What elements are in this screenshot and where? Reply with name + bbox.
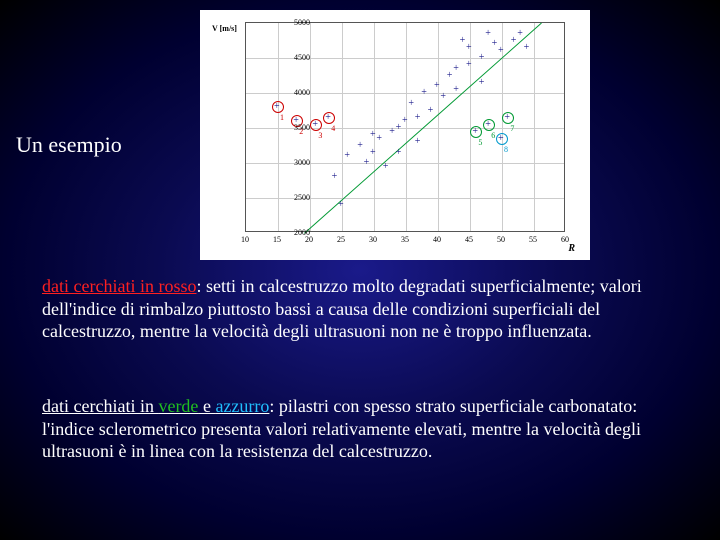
data-point: +	[370, 129, 376, 140]
slide: Un esempio V [m/s] R +++++++++++++++++++…	[0, 0, 720, 540]
para2-prefix: dati cerchiati in	[42, 396, 158, 416]
paragraph-green-cyan: dati cerchiati in verde e azzurro: pilas…	[42, 395, 682, 463]
data-point: +	[376, 133, 382, 144]
circled-point	[272, 101, 284, 113]
circled-point	[323, 112, 335, 124]
paragraph-red: dati cerchiati in rosso: setti in calces…	[42, 275, 682, 343]
x-tick: 45	[459, 235, 479, 244]
y-tick: 3500	[272, 123, 310, 132]
data-point: +	[517, 28, 523, 39]
circled-point	[483, 119, 495, 131]
data-point: +	[434, 80, 440, 91]
circle-label: 6	[491, 131, 495, 140]
y-tick: 4000	[272, 88, 310, 97]
gridline-v	[406, 23, 407, 231]
x-tick: 55	[523, 235, 543, 244]
cyan-word: azzurro	[215, 396, 269, 416]
gridline-v	[534, 23, 535, 231]
y-tick: 2500	[272, 193, 310, 202]
data-point: +	[344, 150, 350, 161]
circle-label: 4	[331, 124, 335, 133]
data-point: +	[415, 112, 421, 123]
x-tick: 25	[331, 235, 351, 244]
data-point: +	[332, 171, 338, 182]
data-point: +	[389, 126, 395, 137]
green-word: verde	[158, 396, 198, 416]
data-point: +	[428, 105, 434, 116]
circle-label: 8	[504, 145, 508, 154]
x-tick: 50	[491, 235, 511, 244]
data-point: +	[492, 38, 498, 49]
circle-label: 5	[478, 138, 482, 147]
slide-title: Un esempio	[16, 132, 122, 158]
data-point: +	[524, 42, 530, 53]
x-tick: 40	[427, 235, 447, 244]
data-point: +	[396, 122, 402, 133]
data-point: +	[479, 77, 485, 88]
data-point: +	[453, 63, 459, 74]
data-point: +	[421, 87, 427, 98]
x-axis-label: R	[568, 243, 575, 254]
data-point: +	[466, 59, 472, 70]
red-prefix: dati cerchiati in rosso	[42, 276, 196, 296]
scatter-chart: V [m/s] R ++++++++++++++++++++++++++++++…	[200, 10, 590, 260]
and-word: e	[198, 396, 215, 416]
circled-point	[496, 133, 508, 145]
x-tick: 20	[299, 235, 319, 244]
data-point: +	[338, 199, 344, 210]
data-point: +	[370, 147, 376, 158]
data-point: +	[408, 98, 414, 109]
data-point: +	[447, 70, 453, 81]
data-point: +	[440, 91, 446, 102]
data-point: +	[485, 28, 491, 39]
circled-point	[470, 126, 482, 138]
data-point: +	[511, 35, 517, 46]
circle-label: 3	[318, 131, 322, 140]
circled-point	[310, 119, 322, 131]
x-tick: 35	[395, 235, 415, 244]
x-tick: 60	[555, 235, 575, 244]
y-tick: 3000	[272, 158, 310, 167]
data-point: +	[479, 52, 485, 63]
gridline-v	[438, 23, 439, 231]
y-tick: 5000	[272, 18, 310, 27]
data-point: +	[466, 42, 472, 53]
circled-point	[502, 112, 514, 124]
data-point: +	[396, 147, 402, 158]
data-point: +	[498, 45, 504, 56]
data-point: +	[415, 136, 421, 147]
data-point: +	[357, 140, 363, 151]
circle-label: 1	[280, 113, 284, 122]
y-axis-label: V [m/s]	[212, 24, 237, 33]
x-tick: 30	[363, 235, 383, 244]
x-tick: 10	[235, 235, 255, 244]
y-tick: 4500	[272, 53, 310, 62]
circle-label: 7	[510, 124, 514, 133]
gridline-v	[374, 23, 375, 231]
data-point: +	[460, 35, 466, 46]
x-tick: 15	[267, 235, 287, 244]
data-point: +	[402, 115, 408, 126]
data-point: +	[383, 161, 389, 172]
data-point: +	[453, 84, 459, 95]
data-point: +	[364, 157, 370, 168]
